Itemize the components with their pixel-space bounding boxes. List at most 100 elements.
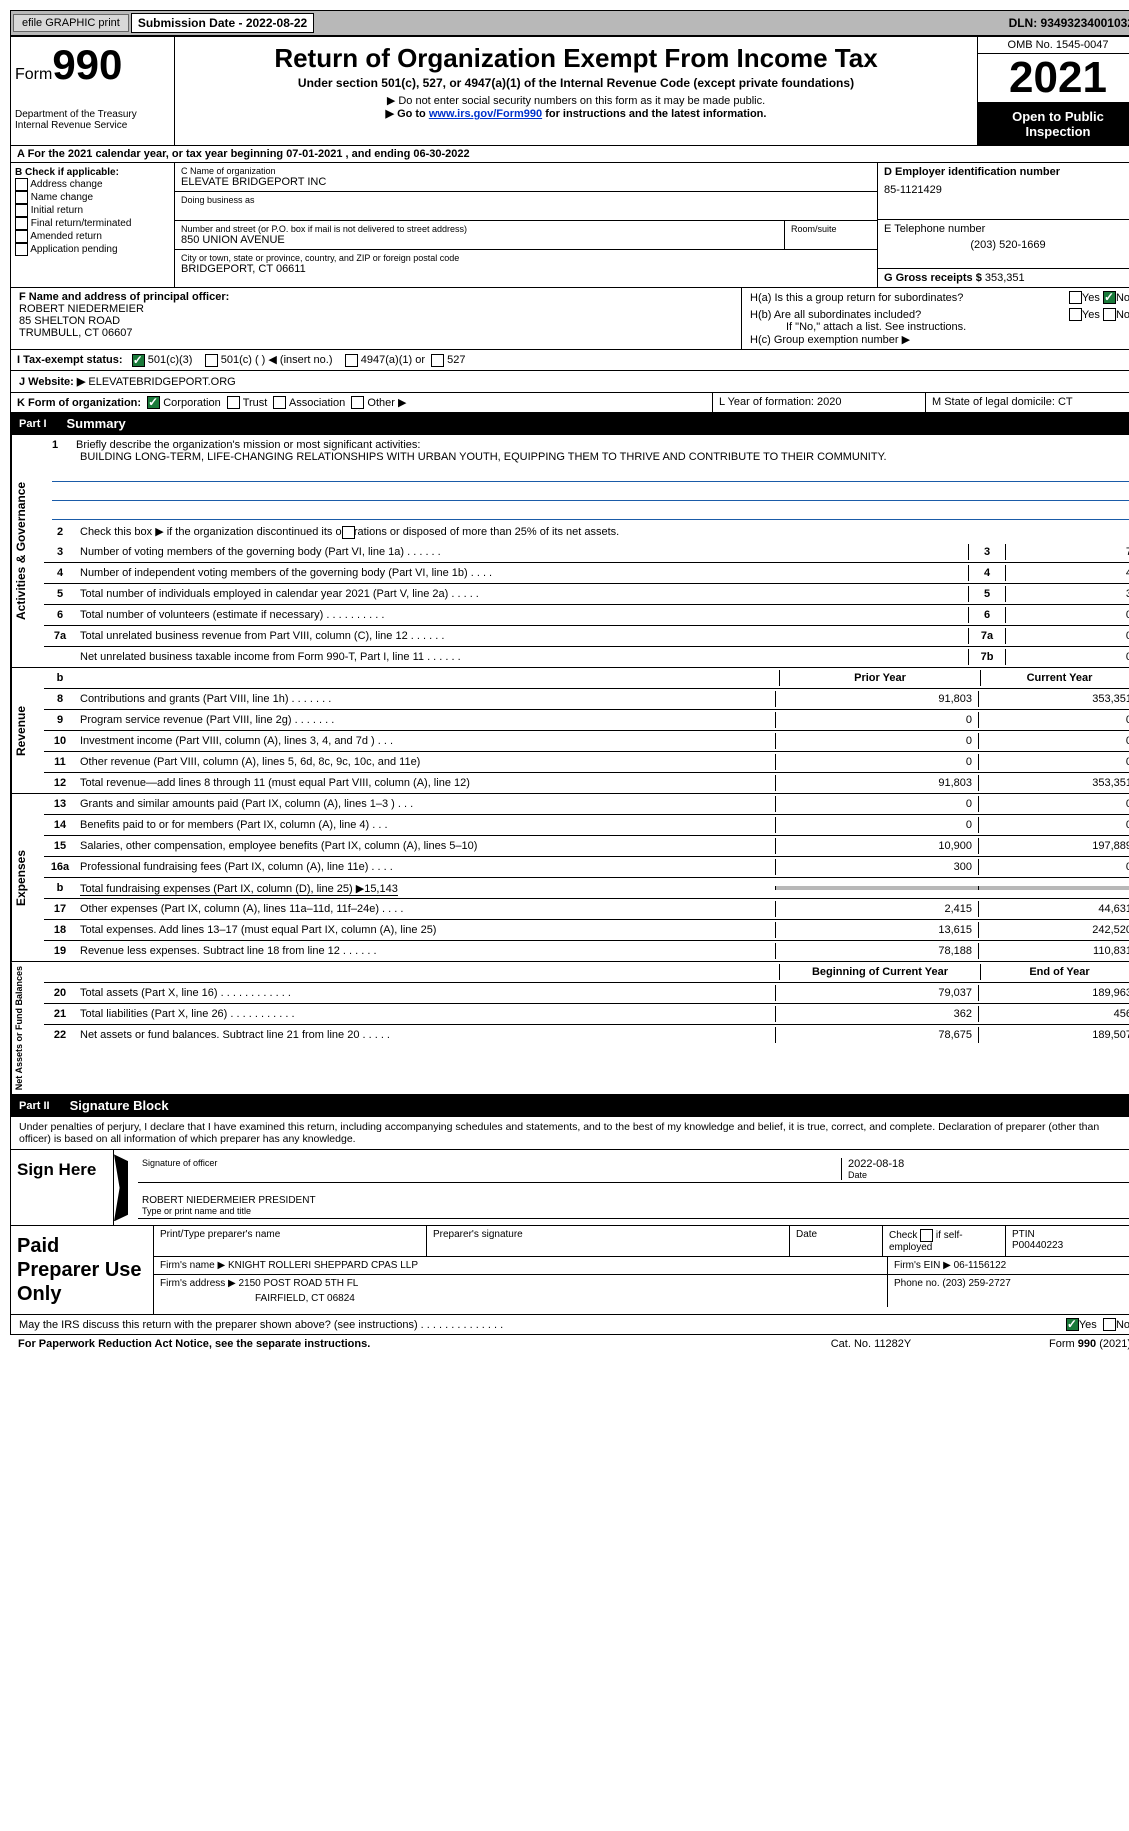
net-assets-header: Beginning of Current YearEnd of Year	[44, 962, 1129, 983]
gross-label: G Gross receipts $	[884, 272, 985, 284]
ein-value: 85-1121429	[884, 184, 1129, 196]
penalty-declaration: Under penalties of perjury, I declare th…	[11, 1117, 1129, 1149]
section-fh: F Name and address of principal officer:…	[10, 288, 1129, 350]
line-10: 10Investment income (Part VIII, column (…	[44, 731, 1129, 752]
net-assets-rows: Beginning of Current YearEnd of Year 20T…	[44, 962, 1129, 1094]
line-7b: Net unrelated business taxable income fr…	[44, 647, 1129, 667]
cb-self-employed[interactable]	[920, 1229, 933, 1242]
ptin-cell: PTINP00440223	[1006, 1226, 1129, 1256]
line-22: 22Net assets or fund balances. Subtract …	[44, 1025, 1129, 1045]
irs-link[interactable]: www.irs.gov/Form990	[429, 108, 542, 120]
net-assets-section: Net Assets or Fund Balances Beginning of…	[10, 962, 1129, 1095]
firm-phone: Phone no. (203) 259-2727	[888, 1275, 1129, 1307]
note-goto: Go to www.irs.gov/Form990 for instructio…	[179, 107, 973, 120]
line-7a: 7aTotal unrelated business revenue from …	[44, 626, 1129, 647]
mission-text: BUILDING LONG-TERM, LIFE-CHANGING RELATI…	[80, 451, 1129, 463]
part1-num: Part I	[19, 418, 55, 430]
revenue-rows: bPrior YearCurrent Year 8Contributions a…	[44, 668, 1129, 793]
cb-label: Final return/terminated	[31, 218, 132, 229]
form-header-center: Return of Organization Exempt From Incom…	[175, 37, 978, 145]
preparer-sig-label: Preparer's signature	[427, 1226, 790, 1256]
section-bcd: B Check if applicable: Address change Na…	[10, 163, 1129, 288]
cb-501c[interactable]	[205, 354, 218, 367]
form-header-left: Form990 Department of the Treasury Inter…	[11, 37, 175, 145]
cb-discuss-no[interactable]	[1103, 1318, 1116, 1331]
opt-501c: 501(c) ( ) ◀ (insert no.)	[221, 354, 333, 366]
cb-corporation[interactable]	[147, 396, 160, 409]
ha-no-checkbox[interactable]	[1103, 291, 1116, 304]
col-h: H(a) Is this a group return for subordin…	[742, 288, 1129, 349]
dba-label: Doing business as	[181, 195, 871, 205]
city-cell: City or town, state or province, country…	[175, 250, 877, 278]
revenue-header: bPrior YearCurrent Year	[44, 668, 1129, 689]
sign-here-row: Sign Here Signature of officer 2022-08-1…	[11, 1149, 1129, 1225]
line-2: 2Check this box ▶ if the organization di…	[44, 522, 1129, 542]
signature-section: Under penalties of perjury, I declare th…	[10, 1117, 1129, 1315]
name-title-label: Type or print name and title	[142, 1206, 251, 1216]
hb-yes-checkbox[interactable]	[1069, 308, 1082, 321]
dept-treasury: Department of the Treasury Internal Reve…	[15, 109, 170, 131]
omb-number: OMB No. 1545-0047	[978, 37, 1129, 54]
officer-name-title: ROBERT NIEDERMEIER PRESIDENT	[142, 1195, 1128, 1206]
firm-address: Firm's address ▶ 2150 POST ROAD 5TH FLFA…	[154, 1275, 888, 1307]
row-l: L Year of formation: 2020	[713, 393, 926, 413]
no-label: No	[1116, 292, 1129, 304]
cb-application-pending[interactable]: Application pending	[15, 243, 170, 256]
yes-label: Yes	[1082, 309, 1100, 321]
paid-row-1: Print/Type preparer's name Preparer's si…	[154, 1226, 1129, 1257]
cb-label: Amended return	[30, 231, 102, 242]
cb-association[interactable]	[273, 396, 286, 409]
phone-label: E Telephone number	[884, 223, 1129, 235]
cb-discuss-yes[interactable]	[1066, 1318, 1079, 1331]
cb-final-return[interactable]: Final return/terminated	[15, 217, 170, 230]
efile-print-button[interactable]: efile GRAPHIC print	[13, 14, 129, 32]
ha-row: H(a) Is this a group return for subordin…	[750, 291, 1129, 304]
sig-date: 2022-08-18	[848, 1158, 1128, 1170]
cb-other[interactable]	[351, 396, 364, 409]
sign-fields: Signature of officer 2022-08-18Date ROBE…	[114, 1150, 1129, 1225]
org-name-label: C Name of organization	[181, 166, 871, 176]
cb-4947[interactable]	[345, 354, 358, 367]
officer-addr2: TRUMBULL, CT 06607	[19, 327, 733, 339]
officer-addr1: 85 SHELTON ROAD	[19, 315, 733, 327]
cb-initial-return[interactable]: Initial return	[15, 204, 170, 217]
cb-label: Initial return	[31, 205, 83, 216]
line-4: 4Number of independent voting members of…	[44, 563, 1129, 584]
cb-name-change[interactable]: Name change	[15, 191, 170, 204]
line-1: 1Briefly describe the organization's mis…	[44, 435, 1129, 522]
form-subtitle: Under section 501(c), 527, or 4947(a)(1)…	[179, 76, 973, 90]
opt-4947: 4947(a)(1) or	[361, 354, 425, 366]
officer-label: F Name and address of principal officer:	[19, 291, 733, 303]
cb-trust[interactable]	[227, 396, 240, 409]
cb-discontinued[interactable]	[342, 526, 355, 539]
sig-officer-label: Signature of officer	[142, 1158, 841, 1180]
dln: DLN: 93493234001032	[1009, 16, 1129, 30]
col-c: C Name of organization ELEVATE BRIDGEPOR…	[175, 163, 878, 287]
cb-amended-return[interactable]: Amended return	[15, 230, 170, 243]
cb-address-change[interactable]: Address change	[15, 178, 170, 191]
no-label: No	[1116, 309, 1129, 321]
signature-line: Signature of officer 2022-08-18Date	[138, 1156, 1129, 1183]
opt-527: 527	[447, 354, 465, 366]
ptin-value: P00440223	[1012, 1240, 1063, 1251]
expenses-section: Expenses 13Grants and similar amounts pa…	[10, 794, 1129, 962]
yes-label: Yes	[1079, 1319, 1097, 1331]
cb-527[interactable]	[431, 354, 444, 367]
form-title: Return of Organization Exempt From Incom…	[179, 43, 973, 74]
submission-date: Submission Date - 2022-08-22	[131, 13, 314, 33]
discuss-row: May the IRS discuss this return with the…	[10, 1315, 1129, 1335]
line-5: 5Total number of individuals employed in…	[44, 584, 1129, 605]
cb-501c3[interactable]	[132, 354, 145, 367]
form-990: 990	[52, 41, 122, 88]
cat-number: Cat. No. 11282Y	[771, 1338, 971, 1350]
hb-row: H(b) Are all subordinates included? Yes …	[750, 308, 1129, 321]
address-cell: Number and street (or P.O. box if mail i…	[175, 221, 877, 250]
hb-no-checkbox[interactable]	[1103, 308, 1116, 321]
line-13: 13Grants and similar amounts paid (Part …	[44, 794, 1129, 815]
line-16b: bTotal fundraising expenses (Part IX, co…	[44, 878, 1129, 899]
col-d: D Employer identification number 85-1121…	[878, 163, 1129, 287]
paid-row-3: Firm's address ▶ 2150 POST ROAD 5TH FLFA…	[154, 1275, 1129, 1307]
ha-yes-checkbox[interactable]	[1069, 291, 1082, 304]
ein-label: D Employer identification number	[884, 166, 1129, 178]
gross-receipts-cell: G Gross receipts $ 353,351	[878, 269, 1129, 287]
